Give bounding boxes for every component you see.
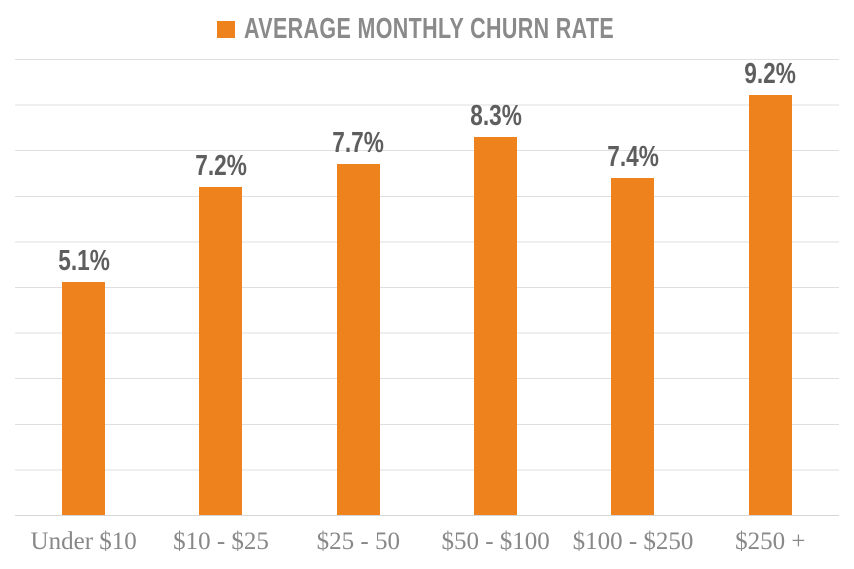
bar [748,95,792,515]
x-axis-label: $250 + [735,528,806,555]
bar-value-label: 7.2% [195,149,247,182]
x-axis-label: $25 - 50 [316,528,400,555]
legend-label: AVERAGE MONTHLY CHURN RATE [244,12,615,45]
churn-rate-chart: AVERAGE MONTHLY CHURN RATE 5.1% 7.2% 7.7… [0,12,854,569]
x-axis-label: $100 - $250 [572,528,694,555]
bar-value-label: 7.7% [332,126,385,159]
plot-area: 5.1% 7.2% 7.7% 8.3% 7.4% 9.2% [15,59,839,516]
bar [336,163,380,515]
x-axis-label: $50 - $100 [441,528,550,555]
bar-column-10-25: 7.2% [152,59,289,515]
x-axis-label: Under $10 [30,528,137,555]
legend-swatch-icon [217,20,236,38]
bar-value-label: 8.3% [469,99,522,132]
bar [199,186,243,515]
x-axis: Under $10 $10 - $25 $25 - 50 $50 - $100 … [15,527,839,557]
bar-column-under-10: 5.1% [15,59,152,515]
bar-value-label: 5.1% [57,245,110,278]
bar [474,136,518,515]
bar-column-50-100: 8.3% [427,59,564,515]
bar-column-25-50: 7.7% [290,59,427,515]
bar-column-100-250: 7.4% [564,59,701,515]
bar-value-label: 7.4% [607,140,659,173]
bar-value-label: 9.2% [744,58,797,91]
chart-legend: AVERAGE MONTHLY CHURN RATE [54,12,854,46]
x-axis-label: $10 - $25 [173,528,269,555]
bar [62,282,106,515]
bar [611,177,655,515]
bar-column-250-plus: 9.2% [702,59,839,515]
